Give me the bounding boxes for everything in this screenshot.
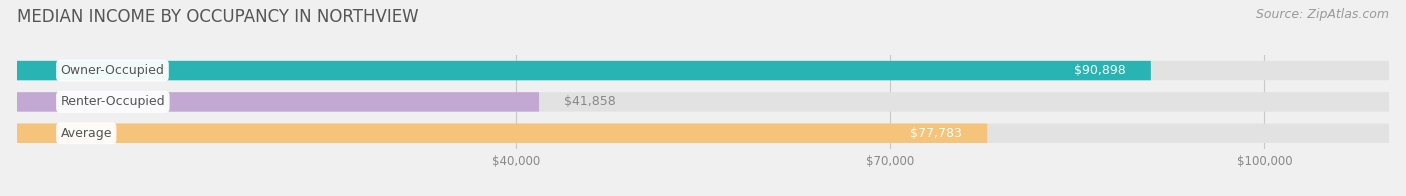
FancyBboxPatch shape [17,123,987,143]
Text: $77,783: $77,783 [911,127,962,140]
FancyBboxPatch shape [17,123,1389,143]
Text: MEDIAN INCOME BY OCCUPANCY IN NORTHVIEW: MEDIAN INCOME BY OCCUPANCY IN NORTHVIEW [17,8,419,26]
Text: Source: ZipAtlas.com: Source: ZipAtlas.com [1256,8,1389,21]
Text: Owner-Occupied: Owner-Occupied [60,64,165,77]
Text: Average: Average [60,127,112,140]
FancyBboxPatch shape [17,92,538,112]
Text: $90,898: $90,898 [1074,64,1126,77]
Text: $41,858: $41,858 [564,95,616,108]
Text: Renter-Occupied: Renter-Occupied [60,95,165,108]
FancyBboxPatch shape [17,61,1152,80]
FancyBboxPatch shape [17,61,1389,80]
FancyBboxPatch shape [17,92,1389,112]
